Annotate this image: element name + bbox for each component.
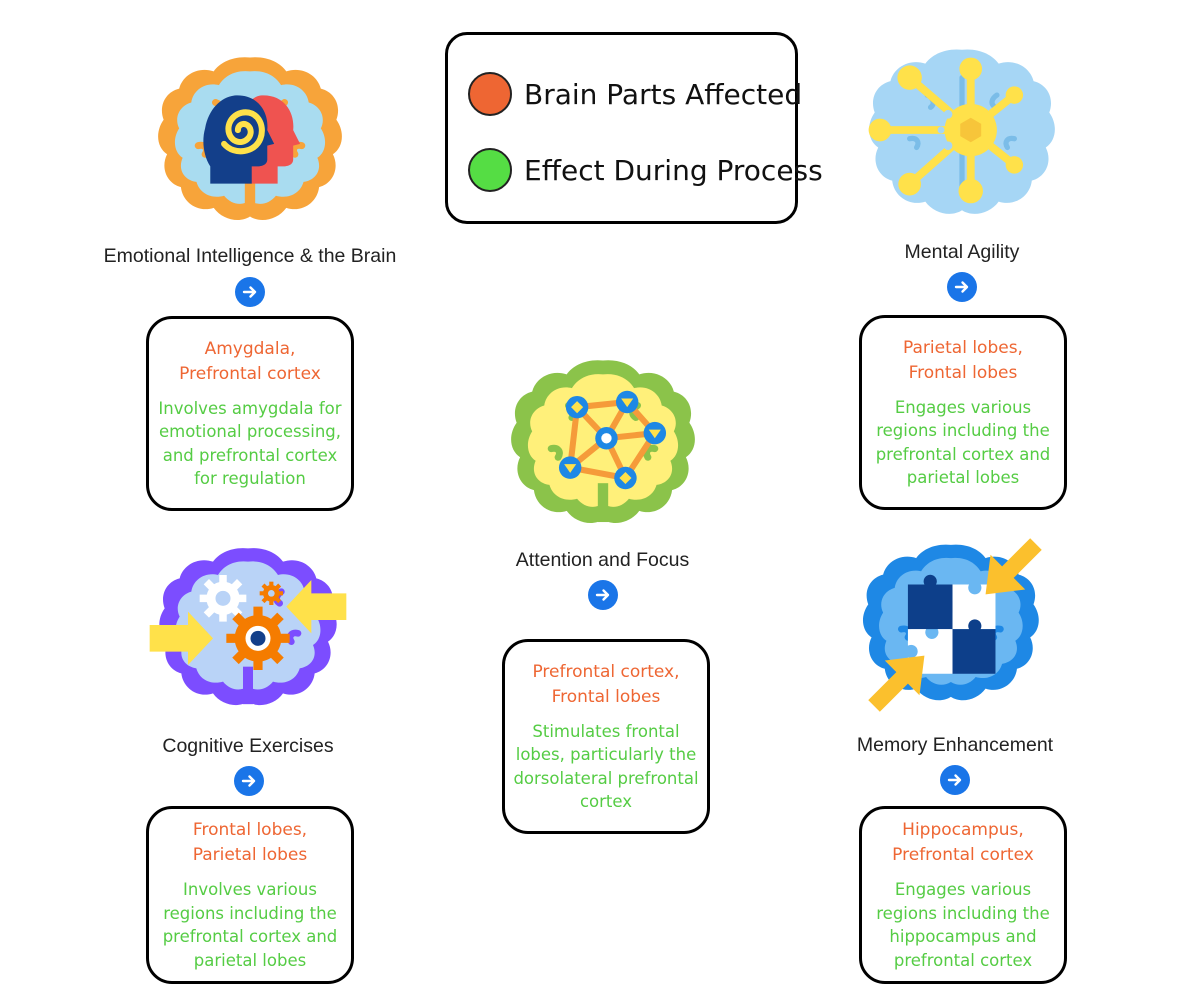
legend-label-effect: Effect During Process [524, 153, 823, 187]
effect-text-emotional: Involves amygdala for emotional processi… [158, 397, 341, 491]
info-card-agility: Parietal lobes, Frontal lobes Engages va… [859, 315, 1067, 510]
arrow-right-icon [241, 775, 256, 787]
effect-line: Engages various [894, 880, 1032, 899]
info-card-cognitive: Frontal lobes, Parietal lobes Involves v… [146, 806, 354, 984]
arrow-right-icon [947, 774, 962, 786]
effect-line: emotional processing, [158, 422, 342, 441]
arrow-right-icon [595, 589, 610, 601]
arrow-right-icon [954, 281, 969, 293]
legend-item-parts: Brain Parts Affected [468, 69, 802, 119]
effect-line: hippocampus and [889, 927, 1037, 946]
effect-text-memory: Engages various regions including the hi… [876, 878, 1050, 972]
node-title-memory: Memory Enhancement [856, 734, 1054, 756]
effect-line: cortex [579, 792, 633, 811]
brain-puzzle-icon [862, 538, 1042, 712]
parts-line: Frontal lobes, [192, 820, 308, 840]
parts-text-attention: Prefrontal cortex, Frontal lobes [532, 660, 679, 710]
parts-line: Prefrontal cortex [892, 845, 1034, 865]
effect-line: dorsolateral prefrontal [513, 768, 699, 788]
effect-line: and prefrontal cortex [162, 445, 338, 465]
legend-item-effect: Effect During Process [468, 145, 823, 195]
effect-line: regions including the [876, 421, 1050, 440]
arrow-button-agility[interactable] [947, 272, 977, 302]
parts-text-memory: Hippocampus, Prefrontal cortex [892, 818, 1034, 868]
parts-text-emotional: Amygdala, Prefrontal cortex [179, 337, 321, 387]
brain-gears-icon [149, 548, 347, 706]
node-title-cognitive: Cognitive Exercises [162, 735, 334, 757]
parts-line: Parietal lobes [192, 845, 308, 865]
parts-line: Prefrontal cortex, [532, 661, 680, 682]
info-card-memory: Hippocampus, Prefrontal cortex Engages v… [859, 806, 1067, 984]
effect-line: prefrontal cortex and [162, 927, 338, 946]
effect-line: for regulation [194, 469, 306, 488]
effect-line: parietal lobes [193, 950, 307, 970]
effect-text-attention: Stimulates frontal lobes, particularly t… [513, 720, 698, 814]
node-title-agility: Mental Agility [904, 241, 1020, 263]
legend: Brain Parts Affected Effect During Proce… [445, 32, 823, 224]
effect-line: prefrontal cortex and [875, 444, 1051, 464]
effect-line: Stimulates frontal [532, 721, 680, 741]
info-card-emotional: Amygdala, Prefrontal cortex Involves amy… [146, 316, 354, 511]
node-title-attention: Attention and Focus [515, 549, 690, 571]
arrow-button-attention[interactable] [588, 580, 618, 610]
arrow-button-memory[interactable] [940, 765, 970, 795]
brain-network-hub-icon [868, 49, 1055, 214]
parts-line: Hippocampus, [902, 820, 1024, 840]
parts-line: Frontal lobes [908, 362, 1018, 383]
node-title-emotional: Emotional Intelligence & the Brain [103, 245, 397, 267]
legend-swatch-green [468, 148, 512, 192]
arrow-button-cognitive[interactable] [234, 766, 264, 796]
effect-line: Involves various [183, 880, 317, 899]
legend-swatch-orange [468, 72, 512, 116]
parts-line: Parietal lobes, [903, 337, 1023, 358]
effect-line: Involves amygdala for [158, 398, 342, 418]
legend-label-parts: Brain Parts Affected [524, 77, 803, 111]
arrow-right-icon [242, 286, 257, 298]
effect-line: regions including the [876, 903, 1050, 923]
parts-text-agility: Parietal lobes, Frontal lobes [903, 336, 1023, 386]
effect-line: Engages various [894, 397, 1032, 417]
effect-text-agility: Engages various regions including the pr… [876, 396, 1051, 490]
parts-line: Prefrontal cortex [179, 363, 321, 384]
effect-line: regions including the [163, 903, 337, 923]
effect-line: prefrontal cortex [893, 950, 1033, 970]
parts-line: Frontal lobes [551, 686, 661, 707]
parts-line: Amygdala, [204, 338, 296, 359]
effect-line: lobes, particularly the [515, 745, 697, 764]
info-card-attention: Prefrontal cortex, Frontal lobes Stimula… [502, 639, 710, 834]
effect-line: parietal lobes [906, 468, 1020, 487]
effect-text-cognitive: Involves various regions including the p… [163, 878, 338, 972]
parts-text-cognitive: Frontal lobes, Parietal lobes [193, 818, 308, 868]
brain-nodes-icon [511, 360, 695, 523]
arrow-button-emotional[interactable] [235, 277, 265, 307]
brain-heads-spiral-icon [158, 57, 342, 220]
